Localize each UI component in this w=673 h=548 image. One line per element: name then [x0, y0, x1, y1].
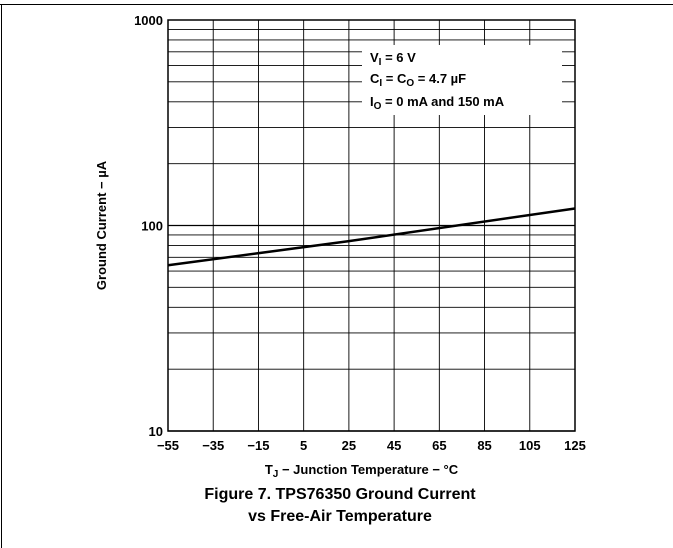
- y-tick-label: 1000: [134, 13, 163, 28]
- x-tick-label: −55: [157, 438, 179, 453]
- y-axis-title: Ground Current − µA: [94, 160, 109, 290]
- x-tick-label: 85: [477, 438, 491, 453]
- y-tick-labels: 10 100 1000: [134, 13, 163, 439]
- x-axis-title: TJ − Junction Temperature − °C: [265, 462, 459, 480]
- x-tick-label: 105: [519, 438, 541, 453]
- page-frame-top: [0, 4, 673, 5]
- legend-annotation-ci-co: CI = CO = 4.7 µF: [370, 71, 466, 89]
- figure-caption-line1: Figure 7. TPS76350 Ground Current: [204, 486, 476, 503]
- plot-area-border: [167, 19, 576, 432]
- x-tick-label: 25: [342, 438, 356, 453]
- page-frame-left: [1, 4, 2, 548]
- legend-annotation-vi: VI = 6 V: [370, 50, 416, 68]
- y-tick-label: 100: [141, 219, 163, 234]
- x-tick-label: −15: [247, 438, 269, 453]
- legend-background: [362, 45, 562, 115]
- x-tick-label: 5: [300, 438, 307, 453]
- figure-caption-line2: vs Free-Air Temperature: [248, 508, 432, 525]
- x-tick-label: 65: [432, 438, 446, 453]
- x-tick-labels: −55 −35 −15 5 25 45 65 85 105 125: [157, 438, 586, 453]
- x-tick-label: 45: [387, 438, 401, 453]
- x-tick-label: −35: [202, 438, 224, 453]
- y-tick-label: 10: [149, 424, 163, 439]
- x-tick-label: 125: [564, 438, 586, 453]
- series-line: [167, 207, 576, 267]
- legend-annotation-io: IO = 0 mA and 150 mA: [370, 94, 505, 112]
